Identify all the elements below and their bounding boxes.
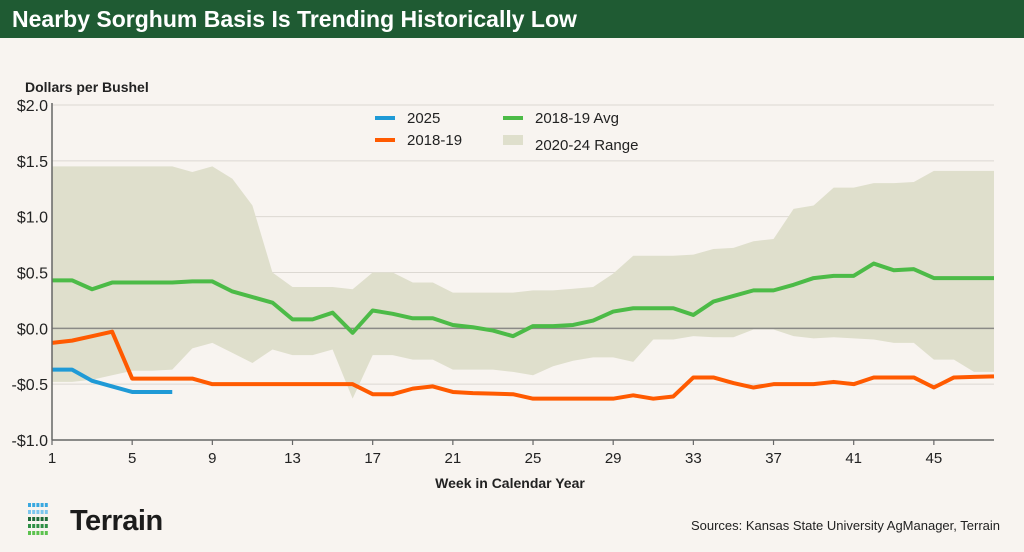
terrain-logo-dot (28, 510, 31, 514)
x-tick-label: 9 (208, 450, 216, 467)
title-banner: Nearby Sorghum Basis Is Trending Histori… (0, 0, 1024, 38)
terrain-logo-dot (28, 517, 31, 521)
terrain-logo-dot (36, 517, 40, 521)
y-tick-label: $0.5 (17, 266, 48, 283)
terrain-logo-dot (32, 510, 36, 514)
x-tick-label: 41 (845, 450, 862, 467)
terrain-logo-dot (28, 531, 31, 535)
series-line-2018-19-avg (52, 261, 994, 339)
terrain-logo-dot (44, 510, 48, 514)
x-tick-label: 45 (926, 450, 943, 467)
x-tick-label: 17 (364, 450, 381, 467)
y-tick-label: $1.0 (17, 210, 48, 227)
legend-label: 2025 (407, 110, 440, 127)
legend-label: 2018-19 (407, 132, 462, 149)
x-tick-label: 5 (128, 450, 136, 467)
legend-swatch (503, 135, 523, 145)
terrain-logo-dot (36, 524, 40, 528)
terrain-logo-dot (28, 503, 31, 507)
terrain-logo-dot (32, 531, 36, 535)
x-tick-label: 1 (48, 450, 56, 467)
legend-label: 2020-24 Range (535, 137, 638, 154)
terrain-logo-dot (36, 531, 40, 535)
terrain-logo-dot (44, 524, 48, 528)
terrain-logo-dot (36, 510, 40, 514)
terrain-logo-dot (32, 517, 36, 521)
terrain-logo-dot (40, 531, 44, 535)
terrain-logo-dot (44, 531, 48, 535)
x-tick-label: 29 (605, 450, 622, 467)
series-line-2018-19 (51, 329, 995, 401)
terrain-logo-dot (40, 510, 44, 514)
y-tick-label: $2.0 (17, 98, 48, 115)
x-tick-label: 21 (445, 450, 462, 467)
y-tick-label: -$0.5 (12, 377, 49, 394)
terrain-logo-dot (40, 517, 44, 521)
y-tick-label: -$1.0 (12, 433, 49, 450)
terrain-logo-dot (36, 503, 40, 507)
source-note: Sources: Kansas State University AgManag… (690, 518, 1000, 533)
chart-title: Nearby Sorghum Basis Is Trending Histori… (12, 6, 577, 32)
terrain-logo-dot (32, 503, 36, 507)
x-tick-label: 37 (765, 450, 782, 467)
series-line-2025 (52, 367, 173, 394)
terrain-logo-dot (28, 524, 31, 528)
y-tick-label: $0.0 (17, 321, 48, 338)
x-tick-label: 25 (525, 450, 542, 467)
legend-label: 2018-19 Avg (535, 110, 619, 127)
x-axis-label: Week in Calendar Year (435, 475, 585, 491)
terrain-logo-dot (40, 503, 44, 507)
terrain-logo-dot (44, 503, 48, 507)
range-band-2020-24 (52, 166, 994, 399)
terrain-logo-dot (32, 524, 36, 528)
y-tick-label: $1.5 (17, 154, 48, 171)
terrain-logo-dot (44, 517, 48, 521)
x-tick-label: 13 (284, 450, 301, 467)
y-axis-label: Dollars per Bushel (25, 79, 149, 95)
x-tick-label: 33 (685, 450, 702, 467)
terrain-logo-dot (40, 524, 44, 528)
terrain-logo-text: Terrain (70, 505, 163, 537)
